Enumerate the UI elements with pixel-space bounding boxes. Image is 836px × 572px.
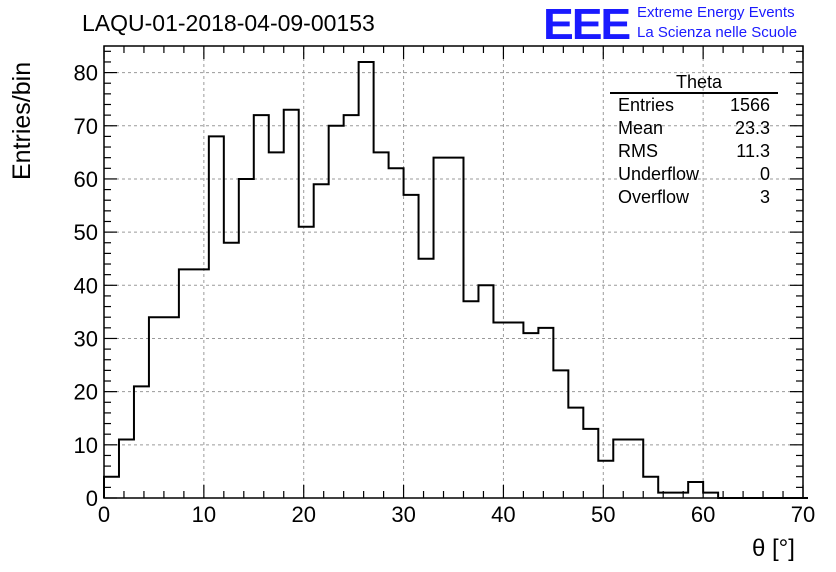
logo-line-2: La Scienza nelle Scuole bbox=[637, 24, 798, 41]
histogram-bin bbox=[209, 136, 224, 498]
x-tick-label: 40 bbox=[491, 502, 515, 527]
histogram-bin bbox=[254, 115, 269, 498]
stats-value: 0 bbox=[759, 164, 770, 184]
histogram-bin bbox=[449, 158, 464, 498]
histogram-bin bbox=[553, 370, 568, 498]
histogram-bin bbox=[284, 110, 299, 498]
x-tick-label: 60 bbox=[691, 502, 715, 527]
histogram-bin bbox=[613, 440, 628, 498]
histogram-bin bbox=[119, 440, 134, 498]
stats-value: 1566 bbox=[729, 95, 770, 115]
histogram-bin bbox=[314, 184, 329, 498]
histogram-bin bbox=[478, 285, 493, 498]
histogram-bin bbox=[374, 152, 389, 498]
histogram-bin bbox=[134, 386, 149, 498]
x-axis-label: θ [°] bbox=[752, 535, 795, 562]
y-tick-label: 30 bbox=[74, 326, 98, 351]
histogram-bin bbox=[269, 152, 284, 498]
stats-label: Underflow bbox=[618, 164, 700, 184]
x-tick-label: 70 bbox=[791, 502, 815, 527]
histogram-bin bbox=[239, 179, 254, 498]
histogram-bin bbox=[344, 115, 359, 498]
histogram-bars bbox=[103, 60, 808, 499]
histogram-bin bbox=[194, 269, 209, 498]
x-tick-label: 0 bbox=[98, 502, 110, 527]
stats-label: Entries bbox=[618, 95, 675, 115]
grid-lines bbox=[104, 46, 803, 498]
y-tick-label: 70 bbox=[74, 114, 98, 139]
stats-title: Theta bbox=[675, 72, 723, 92]
histogram-bin bbox=[493, 323, 508, 498]
histogram-bin bbox=[389, 168, 404, 498]
stats-row: RMS 11.3 bbox=[610, 140, 778, 163]
histogram-bin bbox=[299, 227, 314, 498]
stats-rule bbox=[610, 92, 778, 94]
histogram-bin bbox=[404, 195, 419, 498]
stats-value: 23.3 bbox=[734, 118, 770, 138]
chart-title: LAQU-01-2018-04-09-00153 bbox=[82, 10, 375, 36]
histogram-bin bbox=[538, 328, 553, 498]
histogram-bin bbox=[523, 333, 538, 498]
histogram-bin bbox=[434, 158, 449, 498]
histogram-bin bbox=[164, 317, 179, 498]
histogram-outline bbox=[103, 60, 808, 499]
histogram-bin bbox=[329, 126, 344, 498]
stats-value: 11.3 bbox=[736, 141, 770, 161]
logo-line-1: Extreme Energy Events bbox=[637, 4, 795, 21]
histogram-bin bbox=[568, 408, 583, 498]
stats-row: Overflow 3 bbox=[610, 186, 778, 209]
histogram-bin bbox=[463, 301, 478, 498]
y-tick-label: 60 bbox=[74, 167, 98, 192]
stats-label: Overflow bbox=[618, 187, 690, 207]
histogram-bin bbox=[628, 440, 643, 498]
histogram-bin bbox=[508, 323, 523, 498]
x-tick-label: 10 bbox=[192, 502, 216, 527]
y-tick-label: 0 bbox=[86, 486, 98, 511]
histogram-bin bbox=[688, 482, 703, 498]
plot-frame bbox=[103, 45, 804, 499]
stats-box: Theta Entries 1566 Mean 23.3 RMS 11.3 Underflo… bbox=[610, 72, 778, 209]
stats-label: Mean bbox=[618, 118, 664, 138]
stats-row: Mean 23.3 bbox=[610, 117, 778, 140]
y-tick-label: 10 bbox=[74, 433, 98, 458]
stats-row: Entries 1566 bbox=[610, 94, 778, 117]
y-tick-label: 80 bbox=[74, 61, 98, 86]
x-tick-label: 20 bbox=[291, 502, 315, 527]
histogram-bin bbox=[583, 429, 598, 498]
histogram-bin bbox=[419, 259, 434, 498]
axes bbox=[103, 45, 804, 499]
histogram-bin bbox=[359, 62, 374, 498]
x-tick-label: 50 bbox=[591, 502, 615, 527]
histogram-bin bbox=[149, 317, 164, 498]
eee-logo-mark: EEE bbox=[543, 0, 631, 49]
eee-logo: EEE bbox=[543, 0, 631, 50]
y-tick-label: 50 bbox=[74, 220, 98, 245]
stats-row: Underflow 0 bbox=[610, 163, 778, 186]
histogram-bin bbox=[643, 477, 658, 498]
stats-value: 3 bbox=[759, 187, 770, 207]
y-axis-label: Entries/bin bbox=[8, 61, 36, 180]
y-tick-label: 20 bbox=[74, 380, 98, 405]
x-tick-label: 30 bbox=[391, 502, 415, 527]
y-tick-label: 40 bbox=[74, 273, 98, 298]
stats-label: RMS bbox=[618, 141, 658, 161]
histogram-bin bbox=[179, 269, 194, 498]
histogram-bin bbox=[224, 243, 239, 498]
stats-rows: Entries 1566 Mean 23.3 RMS 11.3 Underflow 0 Over… bbox=[610, 94, 778, 209]
histogram-bin bbox=[598, 461, 613, 498]
